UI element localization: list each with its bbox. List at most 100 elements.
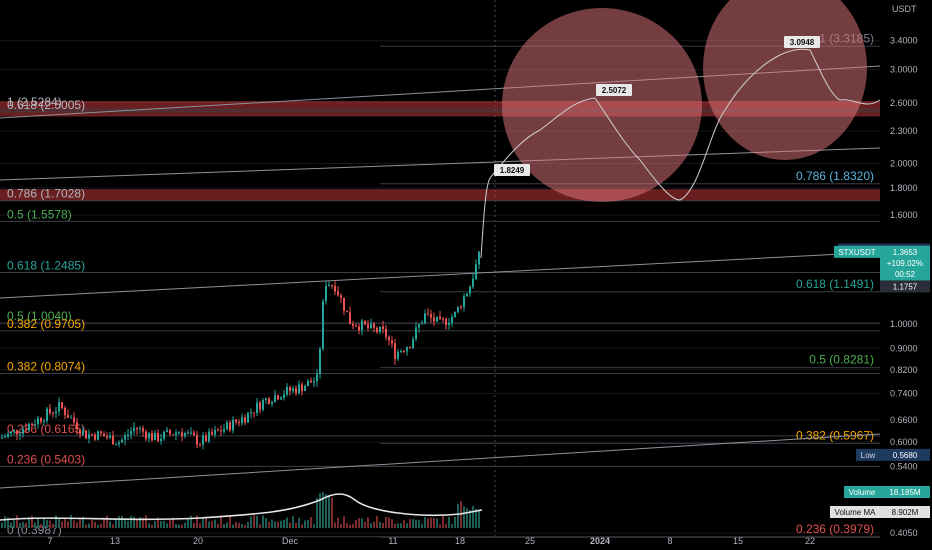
candle-body [460, 306, 462, 308]
price-marker-change: +109.02% [887, 259, 923, 268]
volume-label: Volume [849, 488, 876, 497]
projection-label-text: 3.0948 [790, 38, 815, 47]
volume-bar [448, 516, 450, 528]
candle-body [16, 430, 18, 435]
volume-bar [292, 516, 294, 528]
price-tick: 2.6000 [890, 98, 918, 108]
volume-ma-label-box [830, 506, 880, 518]
volume-bar [94, 522, 96, 528]
price-marker-box [880, 245, 930, 282]
price-tick: 0.6600 [890, 415, 918, 425]
candle-body [277, 395, 279, 400]
date-tick: 25 [525, 536, 535, 546]
candle-body [379, 326, 381, 333]
volume-bar [472, 505, 474, 528]
volume-bar [1, 522, 3, 528]
volume-bar [7, 517, 9, 528]
volume-bar [160, 521, 162, 528]
volume-bar [304, 520, 306, 528]
candle-body [217, 429, 219, 431]
candle-body [349, 312, 351, 325]
volume-bar [205, 517, 207, 528]
candle-body [34, 424, 36, 426]
projection-circle [502, 8, 702, 202]
candle-body [262, 400, 264, 410]
volume-bar [25, 522, 27, 528]
candle-body [58, 402, 60, 412]
symbol-tag: STXUSDT [838, 248, 875, 257]
candle-body [79, 429, 81, 435]
volume-bar [478, 509, 480, 528]
volume-bars [0, 492, 483, 528]
candle-body [325, 285, 327, 302]
projection-circles [502, 0, 867, 202]
candle-body [70, 417, 72, 419]
candle-body [412, 339, 414, 349]
price-tick: 1.6000 [890, 210, 918, 220]
volume-bar [256, 515, 258, 528]
volume-bar [385, 516, 387, 528]
volume-bar [319, 493, 321, 528]
candle-body [241, 417, 243, 423]
candle-body [31, 424, 33, 426]
candle-body [193, 432, 195, 436]
candle-body [106, 436, 108, 438]
projection-label: 1.8249 [494, 164, 530, 176]
candle-body [397, 351, 399, 359]
projection-circle [703, 0, 867, 160]
candle-body [103, 433, 105, 437]
volume-bar [130, 515, 132, 528]
candle-body [295, 388, 297, 394]
volume-label-box [844, 486, 880, 498]
projection-path-line [480, 48, 881, 259]
volume-bar [316, 497, 318, 528]
candle-body [13, 430, 15, 432]
low-label-box [856, 448, 880, 461]
volume-bar [466, 508, 468, 528]
candle-body [454, 312, 456, 317]
last-level-value: 1.1757 [893, 282, 918, 291]
volume-bar [187, 518, 189, 528]
symbol-tag-box [834, 245, 880, 258]
volume-bar [310, 517, 312, 528]
candle-body [280, 397, 282, 400]
candle-body [55, 411, 57, 414]
volume-bar [40, 524, 42, 528]
projection-path: 1.8249 2.5072 3.0948 [480, 36, 881, 259]
candle-body [367, 324, 369, 328]
volume-bar [244, 524, 246, 528]
candle-body [301, 384, 303, 392]
price-marker-countdown: 00:52 [895, 270, 916, 279]
price-tick: 0.9000 [890, 343, 918, 353]
volume-bar [70, 515, 72, 528]
fib-label-right: 0.236 (0.3979) [796, 522, 874, 536]
volume-bar [16, 515, 18, 528]
volume-bar [184, 522, 186, 528]
volume-bar [475, 508, 477, 528]
candle-body [451, 316, 453, 323]
date-tick: 18 [455, 536, 465, 546]
projection-label-text: 2.5072 [602, 86, 627, 95]
volume-bar [331, 497, 333, 528]
volume-bar [436, 518, 438, 528]
fib-label-left: 0.5 (1.5578) [7, 207, 72, 221]
candle-body [271, 402, 273, 404]
volume-bar [373, 521, 375, 528]
volume-bar [340, 524, 342, 528]
volume-bar [4, 516, 6, 528]
candle-body [229, 422, 231, 431]
volume-bar [322, 492, 324, 528]
candle-body [223, 429, 225, 432]
candle-body [268, 398, 270, 404]
volume-bar [139, 517, 141, 528]
volume-ma-value: 8.902M [892, 508, 919, 517]
volume-bar [307, 520, 309, 528]
candle-body [472, 278, 474, 287]
candle-body [445, 318, 447, 325]
volume-bar [382, 522, 384, 528]
candle-body [373, 323, 375, 328]
candle-body [127, 434, 129, 436]
volume-bar [31, 515, 33, 528]
volume-bar [445, 523, 447, 528]
